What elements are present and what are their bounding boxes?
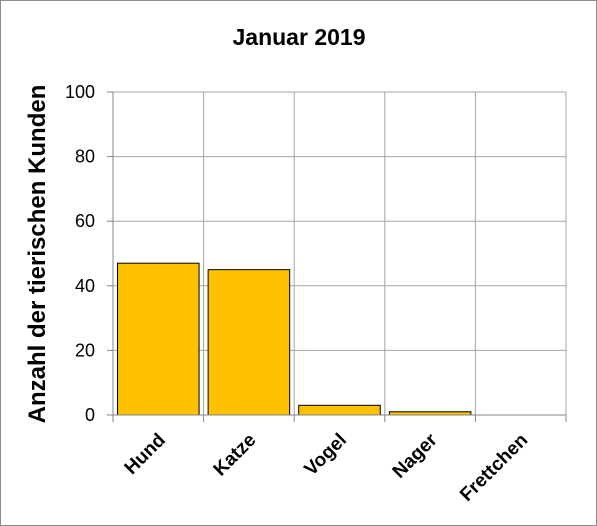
y-tick-label: 100 xyxy=(65,82,95,102)
x-tick-label: Nager xyxy=(389,429,442,482)
bar-katze xyxy=(207,269,291,416)
bar-hund xyxy=(117,262,200,416)
axes xyxy=(107,91,567,422)
y-tick-label: 0 xyxy=(85,405,95,425)
x-tick-labels: Hund Katze Vogel Nager Frettchen xyxy=(121,429,533,505)
y-tick-label: 60 xyxy=(75,211,95,231)
y-tick-label: 80 xyxy=(75,147,95,167)
y-tick-labels: 0 20 40 60 80 100 xyxy=(65,82,95,425)
chart-title: Januar 2019 xyxy=(233,24,366,50)
x-tick-label: Hund xyxy=(121,430,170,479)
bar-vogel xyxy=(298,404,381,416)
y-tick-label: 20 xyxy=(75,340,95,360)
y-tick-label: 40 xyxy=(75,276,95,296)
x-tick-label: Frettchen xyxy=(456,430,532,506)
x-tick-label: Katze xyxy=(210,430,261,481)
y-axis-label: Anzahl der tierischen Kunden xyxy=(24,85,51,424)
x-tick-label: Vogel xyxy=(301,430,351,480)
